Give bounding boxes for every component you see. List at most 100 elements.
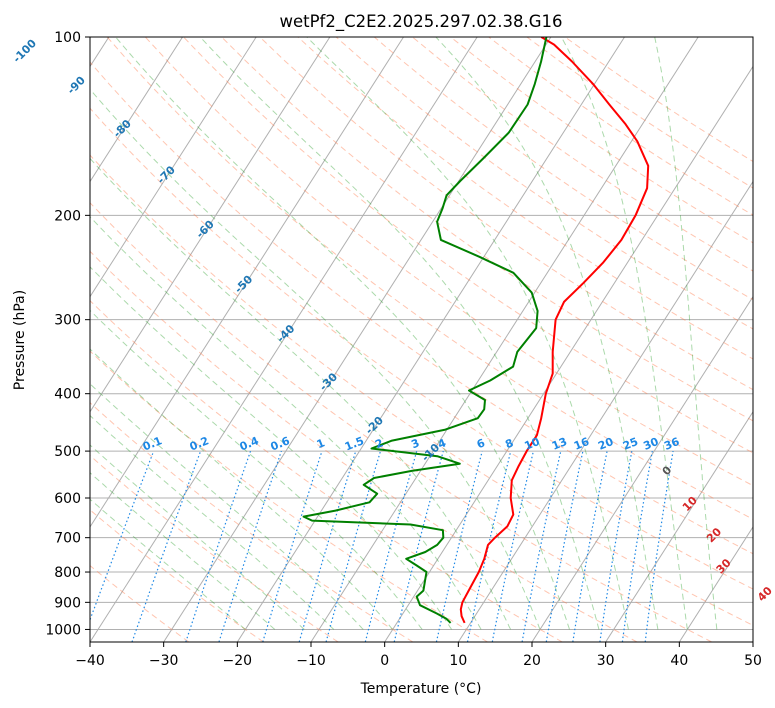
moist-adiabat-line — [90, 266, 453, 630]
moist-adiabat-line — [90, 216, 482, 630]
y-tick-label: 800 — [54, 565, 81, 581]
dewpoint-profile-line — [302, 37, 548, 624]
mixing-ratio-line — [466, 450, 512, 642]
y-axis-ticks: 100 200 300 400 500 600 700 800 900 1000 — [45, 30, 90, 638]
isotherm-line — [605, 410, 753, 642]
moist-adiabat-line — [560, 37, 688, 630]
isotherm-line — [90, 37, 183, 183]
dry-adiabat-line — [106, 37, 753, 520]
dry-adiabat-line — [90, 454, 339, 642]
y-tick-label: 900 — [54, 595, 81, 611]
mixing-ratio-label: 30 — [641, 435, 660, 453]
dry-adiabat-label: 40 — [755, 584, 775, 604]
y-tick-label: 400 — [54, 387, 81, 403]
y-tick-label: 300 — [54, 313, 81, 329]
isotherm-label: -90 — [65, 74, 88, 97]
mixing-ratio-label: 3 — [409, 436, 421, 451]
mixing-ratio-line — [131, 450, 202, 642]
dry-adiabat-line — [373, 37, 753, 301]
dry-adiabat-line — [90, 61, 753, 555]
dry-adiabat-line — [259, 37, 753, 391]
moist-adiabat-line — [115, 37, 570, 630]
moist-adiabat-line — [90, 348, 394, 630]
y-tick-label: 500 — [54, 444, 81, 460]
moist-adiabat-line — [199, 37, 600, 630]
mixing-ratio-label: 1 — [315, 436, 327, 451]
dry-adiabat-line — [297, 37, 753, 360]
x-tick-label: 10 — [449, 653, 467, 669]
moist-adiabat-line — [90, 414, 335, 630]
dry-adiabat-line — [90, 564, 190, 642]
x-axis-ticks: −40 −30 −20 −10 0 10 20 30 40 50 — [75, 642, 762, 669]
y-tick-label: 200 — [54, 208, 81, 224]
plot-background — [90, 37, 753, 642]
isotherm-line — [384, 65, 753, 642]
y-tick-label: 100 — [54, 30, 81, 46]
mixing-ratio-label: 16 — [572, 435, 591, 453]
y-axis-label: Pressure (hPa) — [12, 290, 28, 390]
x-tick-label: 50 — [744, 653, 762, 669]
dry-adiabat-line — [90, 509, 264, 642]
isotherm-line — [752, 641, 753, 642]
mixing-ratio-line — [621, 450, 653, 642]
dry-adiabat-line — [90, 202, 712, 642]
mixing-ratio-line — [364, 450, 418, 642]
mixing-ratio-label: 25 — [621, 435, 640, 453]
isotherm-label: -100 — [10, 37, 39, 66]
dry-adiabat-line — [90, 154, 753, 626]
dry-adiabat-line — [90, 402, 414, 642]
background-reference-lines — [90, 37, 753, 642]
mixing-ratio-line — [218, 450, 282, 642]
mixing-ratio-label: 8 — [503, 436, 515, 451]
mixing-ratio-line — [644, 450, 674, 642]
moist-adiabat-line — [90, 444, 305, 630]
sounding-profiles — [302, 37, 650, 624]
x-axis-label: Temperature (°C) — [360, 681, 482, 697]
isotherm-line — [90, 37, 257, 298]
x-tick-label: −10 — [296, 653, 326, 669]
mixing-ratio-line — [325, 450, 382, 642]
isotherm-line — [531, 295, 753, 642]
mixing-ratio-line — [262, 450, 323, 642]
y-tick-label: 700 — [54, 531, 81, 547]
plot-frame — [89, 36, 754, 643]
y-tick-label: 600 — [54, 491, 81, 507]
x-tick-label: 40 — [670, 653, 688, 669]
moist-adiabat-line — [654, 37, 718, 630]
mixing-ratio-label: 20 — [596, 435, 615, 453]
isotherm-line — [90, 37, 404, 528]
mixing-ratio-label: 36 — [662, 435, 681, 453]
moist-adiabat-line — [90, 498, 246, 630]
x-tick-label: −20 — [223, 653, 253, 669]
isotherm-line — [90, 37, 331, 413]
dry-adiabat-line — [90, 250, 638, 642]
x-tick-label: −30 — [149, 653, 179, 669]
y-tick-label: 1000 — [45, 622, 81, 638]
x-tick-label: 0 — [380, 653, 389, 669]
mixing-ratio-line — [435, 450, 483, 642]
isotherm-line — [163, 37, 552, 642]
dry-adiabat-line — [90, 107, 753, 590]
chart-title: wetPf2_C2E2.2025.297.02.38.G16 — [279, 12, 562, 32]
mixing-ratio-line — [491, 450, 534, 642]
mixing-ratio-label: 2 — [373, 436, 385, 451]
temperature-profile-line — [459, 37, 650, 624]
isotherm-line — [310, 37, 699, 642]
mixing-ratio-label: 13 — [550, 435, 569, 453]
mixing-ratio-line — [185, 450, 252, 642]
x-tick-label: 30 — [597, 653, 615, 669]
mixing-ratio-label: 10 — [523, 435, 542, 453]
moist-adiabat-line — [90, 157, 512, 630]
x-tick-label: 20 — [523, 653, 541, 669]
dry-adiabat-line — [90, 300, 563, 642]
mixing-ratio-line — [298, 450, 357, 642]
moist-adiabat-line — [435, 37, 659, 630]
isotherm-line — [457, 180, 753, 642]
moist-adiabat-line — [90, 472, 276, 630]
isotherm-line — [678, 525, 753, 642]
moist-adiabat-line — [90, 309, 423, 630]
isotherm-line — [90, 37, 478, 642]
moist-adiabat-line — [90, 88, 541, 630]
x-tick-label: −40 — [75, 653, 105, 669]
